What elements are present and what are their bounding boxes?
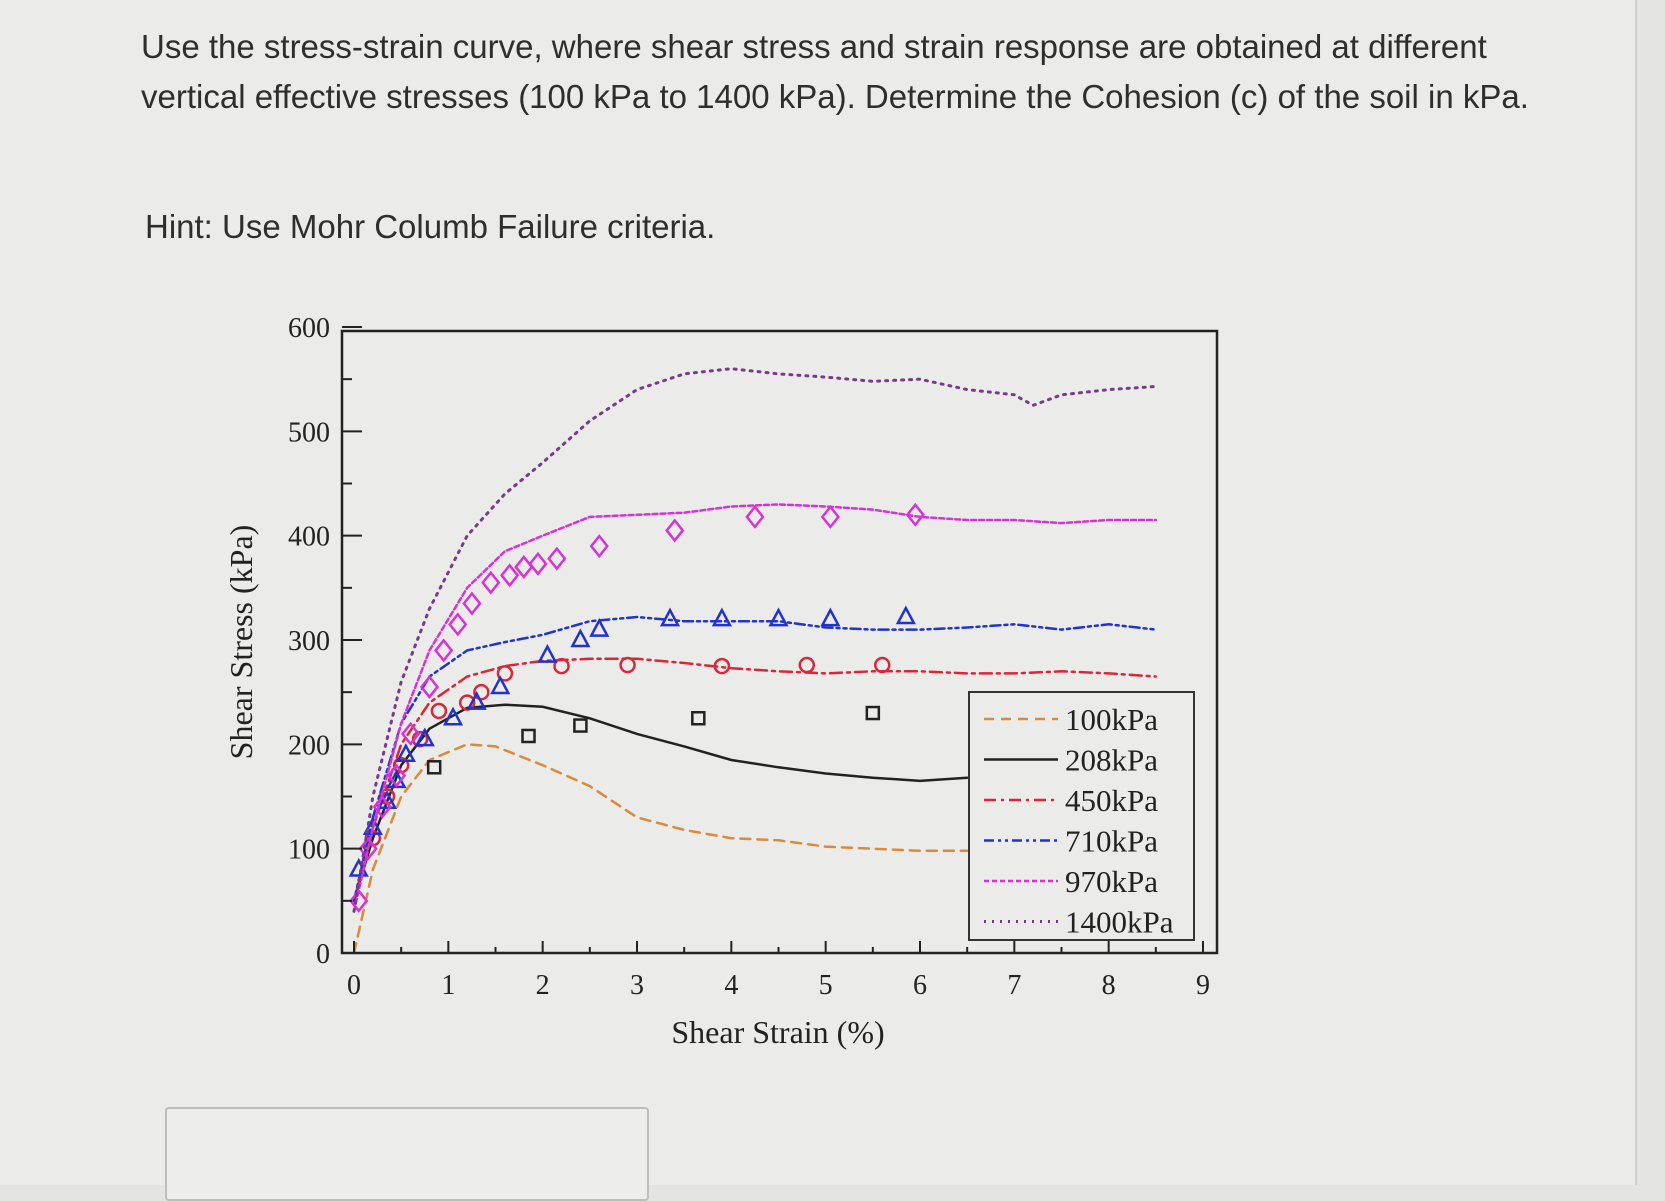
series-line-208kPa xyxy=(352,703,969,903)
970kPa-diamond-marker xyxy=(745,504,765,529)
710kPa-triangle-marker xyxy=(768,607,789,627)
y-axis-label: Shear Stress (kPa) xyxy=(223,525,259,760)
970kPa-diamond-marker xyxy=(528,551,548,576)
x-tick-label: 5 xyxy=(819,970,833,1001)
series-208kPa xyxy=(352,703,969,903)
450kPa-circle-marker xyxy=(553,657,570,675)
970kPa-diamond-marker xyxy=(500,563,520,588)
450kPa-circle-marker xyxy=(874,656,891,674)
y-tick-label: 300 xyxy=(288,626,330,657)
970kPa-diamond-marker xyxy=(514,554,534,579)
y-tick-label: 0 xyxy=(316,939,330,970)
208kPa-square-marker xyxy=(521,728,536,744)
series-line-970kPa xyxy=(352,503,1158,913)
y-tick-label: 200 xyxy=(288,730,330,761)
208kPa-square-marker xyxy=(865,705,881,721)
970kPa-diamond-marker xyxy=(481,570,501,595)
710kPa-triangle-marker xyxy=(362,816,383,836)
970kPa-diamond-marker xyxy=(589,534,609,559)
legend-label: 100kPa xyxy=(1065,702,1158,737)
970kPa-diamond-marker xyxy=(386,763,407,788)
series-line-100kPa xyxy=(352,743,969,955)
970kPa-diamond-marker xyxy=(372,794,392,819)
208kPa-square-marker xyxy=(426,760,442,775)
legend-label: 450kPa xyxy=(1065,783,1158,818)
series-100kPa xyxy=(352,743,969,955)
970kPa-diamond-marker xyxy=(349,888,369,913)
710kPa-triangle-marker xyxy=(490,675,511,695)
x-tick-label: 3 xyxy=(630,970,644,1001)
450kPa-circle-marker xyxy=(496,665,514,682)
legend-label: 208kPa xyxy=(1065,743,1158,778)
970kPa-diamond-marker xyxy=(905,502,925,527)
450kPa-circle-marker xyxy=(619,656,636,674)
208kPa-square-marker xyxy=(691,711,706,726)
question-text: Use the stress-strain curve, where shear… xyxy=(141,28,1529,115)
970kPa-diamond-marker xyxy=(419,674,440,699)
series-1400kPa xyxy=(352,367,1158,913)
x-tick-label: 1 xyxy=(441,970,455,1001)
970kPa-diamond-marker xyxy=(462,591,482,616)
970kPa-diamond-marker xyxy=(547,546,567,571)
710kPa-triangle-marker xyxy=(414,727,435,747)
710kPa-triangle-marker xyxy=(895,605,916,625)
hint-text: Hint: Use Mohr Columb Failure criteria. xyxy=(145,208,716,245)
450kPa-circle-marker xyxy=(473,683,490,701)
710kPa-triangle-marker xyxy=(711,607,732,627)
710kPa-triangle-marker xyxy=(442,706,464,726)
x-tick-label: 4 xyxy=(724,970,738,1001)
970kPa-diamond-marker xyxy=(434,638,454,663)
series-line-450kPa xyxy=(352,657,1158,903)
710kPa-triangle-marker xyxy=(589,617,610,637)
970kPa-diamond-marker xyxy=(820,504,840,529)
series-970kPa xyxy=(349,502,1158,913)
x-tick-label: 9 xyxy=(1196,970,1210,1001)
question-panel: Use the stress-strain curve, where shear… xyxy=(141,0,1637,1201)
x-tick-label: 6 xyxy=(913,970,927,1001)
legend-label: 710kPa xyxy=(1065,824,1158,859)
450kPa-circle-marker xyxy=(430,702,448,720)
970kPa-diamond-marker xyxy=(400,721,421,746)
710kPa-triangle-marker xyxy=(820,607,841,627)
710kPa-triangle-marker xyxy=(376,790,398,809)
x-tick-label: 0 xyxy=(347,970,361,1001)
710kPa-triangle-marker xyxy=(395,743,416,763)
x-tick-label: 2 xyxy=(536,970,550,1001)
450kPa-circle-marker xyxy=(713,657,731,675)
710kPa-triangle-marker xyxy=(466,690,487,710)
x-tick-label: 8 xyxy=(1102,970,1116,1001)
series-line-1400kPa xyxy=(352,367,1158,913)
710kPa-triangle-marker xyxy=(659,607,681,627)
710kPa-triangle-marker xyxy=(537,643,558,663)
208kPa-square-marker xyxy=(573,718,588,733)
legend-label: 1400kPa xyxy=(1065,905,1174,940)
x-axis-label: Shear Strain (%) xyxy=(671,1014,884,1050)
y-tick-label: 100 xyxy=(288,835,330,866)
legend-box xyxy=(968,691,1195,941)
y-tick-label: 500 xyxy=(288,417,330,448)
legend: 100kPa 208kPa 450kPa 710kPa 970kPa 1400kPa xyxy=(968,691,1195,941)
970kPa-diamond-marker xyxy=(665,518,685,543)
series-line-710kPa xyxy=(352,615,1158,903)
x-tick-label: 7 xyxy=(1007,970,1021,1001)
710kPa-triangle-marker xyxy=(570,628,591,648)
legend-label: 970kPa xyxy=(1065,864,1158,899)
970kPa-diamond-marker xyxy=(358,836,378,861)
y-tick-label: 600 xyxy=(288,313,330,344)
970kPa-diamond-marker xyxy=(448,612,468,637)
y-tick-label: 400 xyxy=(288,522,330,553)
450kPa-circle-marker xyxy=(798,656,816,674)
